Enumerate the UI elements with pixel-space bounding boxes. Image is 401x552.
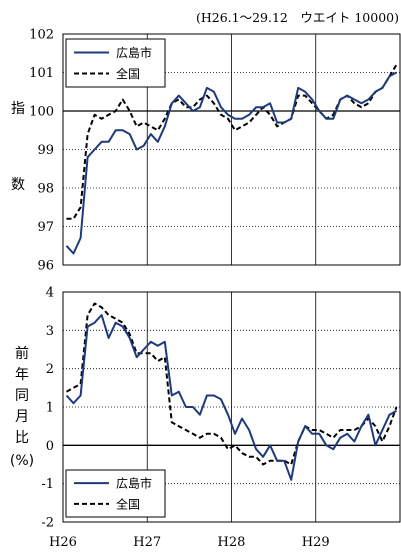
x-axis-labels: H26 H27 H28 H29 (49, 535, 330, 550)
x-tick-label: H29 (302, 535, 330, 550)
y-axis-label: 数 (11, 177, 25, 193)
x-tick-label: H28 (218, 535, 246, 550)
legend-label-national: 全国 (116, 66, 140, 81)
legend-box (65, 38, 166, 88)
series-line-national (66, 302, 398, 466)
y-axis-label: 指 (11, 101, 25, 117)
legend-label-hiroshima: 広島市 (116, 45, 152, 60)
y-tick-label: 97 (37, 220, 54, 235)
y-tick-label: -1 (41, 477, 54, 492)
y-tick-label: 0 (46, 439, 54, 454)
weight-note: (H26.1～29.12 ウエイト 10000) (196, 10, 399, 25)
x-tick-label: H26 (49, 535, 77, 550)
series-line-hiroshima (65, 71, 397, 255)
series-line-hiroshima (65, 314, 397, 481)
y-tick-label: 3 (46, 324, 54, 339)
y-tick-label: 100 (29, 105, 54, 120)
y-axis-label: 月 (15, 409, 29, 425)
y-tick-label: 98 (37, 182, 54, 197)
y-tick-label: 96 (37, 259, 54, 274)
y-tick-label: 102 (29, 28, 54, 43)
y-axis-label: 比 (15, 430, 29, 446)
y-tick-label: 99 (37, 143, 54, 158)
y-axis-label: 同 (15, 388, 29, 404)
y-tick-label: 1 (46, 401, 54, 416)
y-tick-label: 101 (29, 66, 54, 81)
y-tick-label: -2 (41, 516, 54, 531)
y-axis-label: 前 (15, 345, 29, 362)
y-tick-label: 4 (46, 286, 54, 301)
legend-box (65, 469, 166, 518)
x-tick-label: H27 (133, 535, 161, 550)
plot-frame (62, 33, 401, 266)
y-tick-label: 2 (46, 362, 54, 377)
legend-label-hiroshima: 広島市 (116, 476, 152, 491)
legend-label-national: 全国 (116, 496, 140, 511)
y-axis-label: 年 (15, 367, 29, 383)
plot-frame (62, 291, 401, 523)
y-axis-label: (%) (10, 453, 34, 469)
